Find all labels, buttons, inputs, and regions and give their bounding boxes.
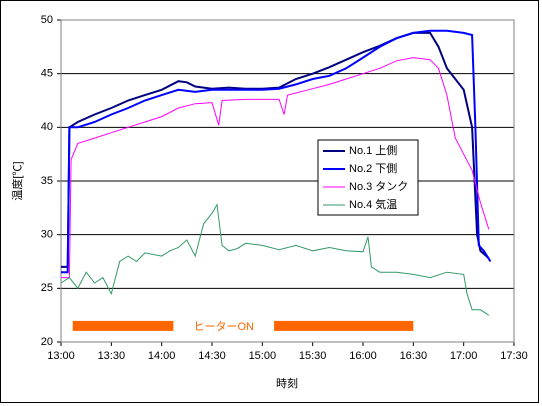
y-tick-label: 35: [41, 175, 53, 187]
y-tick-label: 40: [41, 121, 53, 133]
heater-bar: [72, 320, 174, 331]
x-tick-label: 14:00: [148, 350, 176, 362]
legend-label: No.4 気温: [349, 197, 397, 211]
legend-label: No.3 タンク: [349, 180, 408, 193]
heater-bar: [274, 320, 414, 331]
x-axis-label: 時刻: [276, 376, 298, 390]
y-axis-label: 温度[℃]: [10, 161, 24, 200]
legend-box: [317, 139, 419, 216]
x-tick-label: 14:30: [198, 350, 226, 362]
series-line: [61, 29, 492, 274]
plot-border: [60, 19, 515, 343]
x-tick-label: 15:30: [299, 350, 327, 362]
y-tick-label: 20: [41, 336, 53, 348]
x-tick-label: 16:00: [349, 350, 377, 362]
series-line: [60, 203, 490, 316]
x-tick-label: 13:00: [47, 350, 75, 362]
x-tick-label: 13:30: [98, 350, 126, 362]
x-tick-label: 15:00: [249, 350, 277, 362]
x-tick-label: 17:30: [500, 350, 528, 362]
series-line: [61, 57, 490, 279]
y-tick-label: 25: [41, 282, 53, 294]
legend-label: No.1 上側: [349, 144, 397, 157]
series-line: [61, 31, 490, 268]
heater-label: ヒーターON: [193, 320, 254, 333]
y-tick-label: 45: [41, 68, 53, 80]
y-tick-label: 50: [41, 14, 53, 26]
legend-label: No.2 下側: [349, 162, 397, 175]
y-tick-label: 30: [41, 229, 53, 241]
x-tick-label: 17:00: [450, 350, 478, 362]
x-tick-label: 16:30: [400, 350, 428, 362]
